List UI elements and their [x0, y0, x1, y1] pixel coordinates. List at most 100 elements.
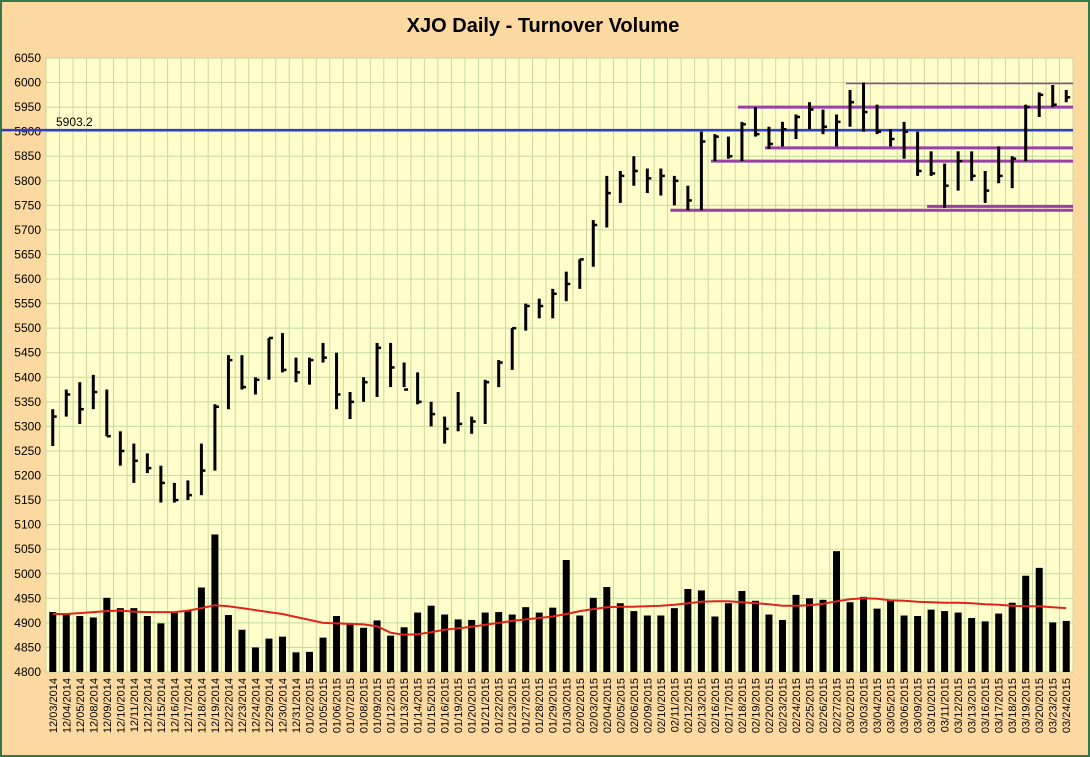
y-tick-label: 5750: [14, 198, 41, 212]
volume-bar: [846, 602, 854, 672]
volume-bar: [508, 614, 516, 672]
y-tick-label: 5850: [14, 149, 41, 163]
x-tick-label: 12/04/2014: [61, 678, 73, 733]
volume-bar: [805, 598, 813, 672]
y-tick-label: 5650: [14, 247, 41, 261]
volume-bar: [224, 615, 232, 672]
volume-bar: [103, 597, 111, 672]
x-tick-label: 03/11/2015: [940, 678, 952, 732]
volume-bar: [778, 619, 786, 672]
y-tick-label: 5800: [14, 174, 41, 188]
annotations: 5903.2: [56, 115, 93, 129]
y-tick-label: 5600: [14, 272, 41, 286]
volume-bars: [49, 534, 1070, 672]
volume-bar: [927, 609, 935, 672]
volume-bar: [630, 611, 638, 672]
x-tick-label: 02/18/2015: [737, 678, 749, 733]
volume-bar: [941, 611, 949, 672]
y-tick-label: 5900: [14, 125, 41, 139]
volume-bar: [373, 620, 381, 672]
x-tick-label: 01/13/2015: [399, 678, 411, 733]
x-tick-label: 01/06/2015: [332, 678, 344, 733]
volume-bar: [197, 587, 205, 672]
x-tick-label: 02/25/2015: [804, 678, 816, 733]
volume-bar: [116, 608, 124, 672]
volume-bar: [697, 590, 705, 672]
x-tick-label: 12/17/2014: [183, 678, 195, 733]
x-tick-label: 02/24/2015: [791, 678, 803, 733]
x-tick-label: 01/09/2015: [372, 678, 384, 733]
x-tick-label: 02/12/2015: [683, 678, 695, 733]
x-tick-label: 12/11/2014: [129, 678, 141, 732]
volume-bar: [495, 612, 503, 672]
volume-bar: [1035, 567, 1043, 672]
x-tick-label: 12/30/2014: [277, 678, 289, 733]
x-tick-label: 01/05/2015: [318, 678, 330, 733]
x-tick-label: 03/09/2015: [913, 678, 925, 733]
y-tick-label: 5250: [14, 444, 41, 458]
x-tick-label: 03/06/2015: [899, 678, 911, 733]
volume-bar: [481, 612, 489, 672]
volume-bar: [278, 636, 286, 672]
x-tick-label: 12/10/2014: [115, 678, 127, 733]
x-axis-tick-labels: 12/03/2014 12/04/2014 12/05/2014 12/08/2014…: [48, 678, 1073, 733]
y-tick-label: 5100: [14, 518, 41, 532]
x-tick-label: 03/10/2015: [926, 678, 938, 733]
x-tick-label: 01/14/2015: [413, 678, 425, 733]
volume-bar: [427, 605, 435, 672]
volume-bar: [184, 611, 192, 672]
x-tick-label: 01/22/2015: [494, 678, 506, 733]
x-tick-label: 01/23/2015: [507, 678, 519, 733]
x-tick-label: 02/20/2015: [764, 678, 776, 733]
volume-bar: [49, 612, 57, 672]
volume-bar: [454, 619, 462, 672]
x-tick-label: 12/08/2014: [88, 678, 100, 733]
x-tick-label: 01/20/2015: [467, 678, 479, 733]
x-tick-label: 12/22/2014: [223, 678, 235, 733]
volume-bar: [873, 608, 881, 672]
x-tick-label: 01/12/2015: [386, 678, 398, 733]
y-tick-label: 4900: [14, 616, 41, 630]
volume-bar: [738, 590, 746, 672]
y-tick-label: 4850: [14, 640, 41, 654]
volume-bar: [603, 587, 611, 672]
x-tick-label: 02/06/2015: [629, 678, 641, 733]
volume-bar: [130, 608, 138, 672]
moving-average: [52, 597, 1067, 636]
x-tick-label: 02/09/2015: [642, 678, 654, 733]
x-tick-label: 03/12/2015: [953, 678, 965, 733]
volume-bar: [819, 599, 827, 672]
price-bars: [51, 82, 1071, 503]
x-tick-label: 02/16/2015: [710, 678, 722, 733]
x-tick-label: 12/23/2014: [237, 678, 249, 733]
volume-bar: [657, 615, 665, 672]
volume-bar: [887, 600, 895, 672]
y-tick-label: 5550: [14, 297, 41, 311]
x-tick-label: 02/26/2015: [818, 678, 830, 733]
volume-bar: [292, 652, 300, 672]
y-tick-label: 5150: [14, 493, 41, 507]
volume-bar: [833, 551, 841, 672]
volume-bar: [441, 614, 449, 672]
volume-bar: [562, 560, 570, 672]
x-tick-label: 01/02/2015: [305, 678, 317, 733]
y-axis-tick-labels: 4800 4850 4900 4950 5000 5050 5100 5150 5200 5250…: [14, 51, 41, 679]
volume-bar: [157, 623, 165, 672]
volume-bar: [400, 627, 408, 672]
x-tick-label: 02/02/2015: [575, 678, 587, 733]
x-tick-label: 12/03/2014: [48, 678, 60, 733]
x-tick-label: 02/04/2015: [602, 678, 614, 733]
volume-bar: [333, 616, 341, 672]
x-tick-label: 01/28/2015: [534, 678, 546, 733]
volume-bar: [981, 621, 989, 672]
volume-bar: [468, 619, 476, 672]
volume-bar: [724, 603, 732, 672]
volume-bar: [968, 617, 976, 672]
volume-bar: [711, 616, 719, 672]
x-tick-label: 03/16/2015: [980, 678, 992, 733]
x-tick-label: 01/16/2015: [440, 678, 452, 733]
volume-bar: [346, 624, 354, 672]
x-tick-label: 02/13/2015: [696, 678, 708, 733]
x-tick-label: 02/27/2015: [832, 678, 844, 733]
